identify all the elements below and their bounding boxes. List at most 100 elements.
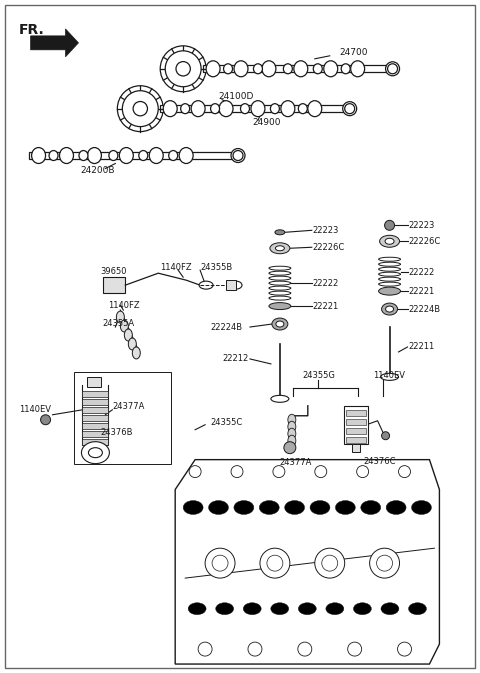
Ellipse shape [149, 147, 163, 164]
Circle shape [315, 548, 345, 578]
Text: 22221: 22221 [313, 302, 339, 310]
Ellipse shape [208, 501, 228, 514]
Bar [87, 377, 101, 387]
Circle shape [189, 466, 201, 478]
Ellipse shape [206, 61, 220, 77]
Text: 24200B: 24200B [81, 166, 115, 175]
Circle shape [315, 466, 327, 478]
Ellipse shape [381, 603, 399, 614]
Circle shape [260, 548, 290, 578]
Text: 24100D: 24100D [218, 92, 253, 101]
Circle shape [122, 91, 158, 127]
Ellipse shape [272, 318, 288, 330]
Ellipse shape [308, 101, 322, 116]
Ellipse shape [353, 603, 372, 614]
Ellipse shape [234, 61, 248, 77]
Ellipse shape [124, 329, 132, 341]
Bar [29, 152, 238, 159]
Circle shape [231, 466, 243, 478]
Ellipse shape [163, 101, 177, 116]
Text: 1140EV: 1140EV [19, 405, 51, 415]
Text: 22226C: 22226C [313, 243, 345, 252]
Text: 22221: 22221 [408, 287, 435, 295]
Bar [160, 105, 350, 112]
Text: 24355B: 24355B [200, 262, 232, 272]
Circle shape [377, 555, 393, 571]
Ellipse shape [285, 501, 305, 514]
Circle shape [165, 51, 201, 87]
Bar [83, 415, 108, 421]
Ellipse shape [49, 151, 58, 161]
Ellipse shape [183, 501, 203, 514]
Circle shape [398, 466, 410, 478]
Ellipse shape [382, 303, 397, 315]
Ellipse shape [381, 374, 398, 380]
Ellipse shape [361, 501, 381, 514]
Text: 22211: 22211 [408, 343, 435, 351]
Ellipse shape [341, 64, 350, 74]
Ellipse shape [32, 147, 46, 164]
Circle shape [212, 555, 228, 571]
Circle shape [273, 466, 285, 478]
Bar [83, 391, 108, 397]
Ellipse shape [276, 246, 284, 251]
Circle shape [357, 466, 369, 478]
Ellipse shape [313, 64, 322, 74]
Circle shape [41, 415, 50, 425]
Ellipse shape [288, 415, 296, 425]
Ellipse shape [216, 603, 234, 614]
Bar [346, 437, 366, 443]
Ellipse shape [281, 101, 295, 116]
Text: 1140EV: 1140EV [372, 371, 405, 380]
Polygon shape [175, 460, 439, 664]
Text: 22222: 22222 [313, 279, 339, 287]
Circle shape [198, 642, 212, 656]
Circle shape [370, 548, 399, 578]
Ellipse shape [385, 306, 394, 312]
Circle shape [205, 548, 235, 578]
Ellipse shape [288, 421, 296, 432]
Ellipse shape [324, 61, 338, 77]
Text: 22223: 22223 [313, 226, 339, 235]
Circle shape [176, 62, 191, 76]
Text: 39650: 39650 [100, 267, 127, 276]
Text: 24355A: 24355A [102, 318, 134, 328]
Ellipse shape [180, 104, 190, 114]
Ellipse shape [299, 603, 316, 614]
Ellipse shape [132, 347, 140, 359]
Text: 1140FZ: 1140FZ [108, 301, 140, 310]
Ellipse shape [116, 311, 124, 323]
Bar [83, 431, 108, 437]
Ellipse shape [326, 603, 344, 614]
Bar [83, 423, 108, 429]
Ellipse shape [299, 104, 307, 114]
Ellipse shape [168, 151, 178, 161]
Text: 22223: 22223 [408, 221, 435, 229]
Ellipse shape [234, 501, 254, 514]
Bar [352, 444, 360, 452]
Text: 24376C: 24376C [364, 457, 396, 466]
Circle shape [233, 151, 243, 161]
Ellipse shape [336, 501, 355, 514]
Ellipse shape [411, 501, 432, 514]
Circle shape [384, 220, 395, 230]
Text: FR.: FR. [19, 23, 44, 37]
Polygon shape [31, 29, 78, 57]
Ellipse shape [270, 243, 290, 254]
Ellipse shape [188, 603, 206, 614]
Text: 24377A: 24377A [112, 402, 145, 411]
Text: 24900: 24900 [252, 118, 280, 127]
Ellipse shape [191, 101, 205, 116]
Bar [203, 65, 393, 72]
Ellipse shape [271, 395, 289, 402]
Circle shape [348, 642, 361, 656]
Text: 1140FZ: 1140FZ [160, 262, 192, 272]
Ellipse shape [351, 61, 365, 77]
Ellipse shape [259, 501, 279, 514]
Ellipse shape [82, 441, 109, 464]
Ellipse shape [128, 338, 136, 350]
Ellipse shape [262, 61, 276, 77]
Text: 22222: 22222 [408, 268, 435, 277]
Circle shape [322, 555, 338, 571]
Ellipse shape [139, 151, 148, 161]
